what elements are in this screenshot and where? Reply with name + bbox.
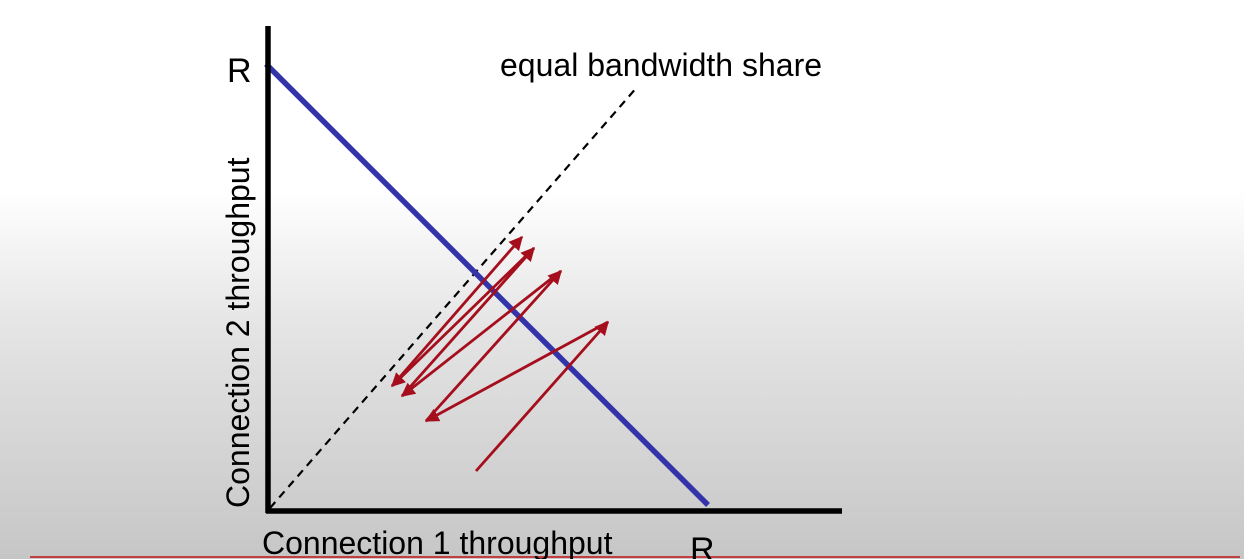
capacity-line bbox=[264, 62, 710, 507]
trajectory-segment-7 bbox=[390, 235, 524, 387]
trajectory bbox=[390, 235, 610, 472]
trajectory-segment-5 bbox=[400, 246, 536, 397]
x-axis-label: Connection 1 throughput bbox=[262, 525, 613, 559]
trajectory-segment-1 bbox=[474, 320, 610, 472]
x-axis-max-label: R bbox=[690, 531, 715, 559]
trajectory-segment-2 bbox=[424, 320, 609, 423]
diagonal-label: equal bandwidth share bbox=[500, 47, 822, 83]
trajectory-segment-4 bbox=[400, 269, 562, 398]
y-axis-max-label: R bbox=[227, 52, 252, 90]
trajectory-segment-6 bbox=[390, 246, 535, 388]
y-axis-label: Connection 2 throughput bbox=[220, 157, 256, 508]
equal-share-diagonal bbox=[269, 85, 639, 509]
trajectory-segment-3 bbox=[424, 269, 563, 422]
